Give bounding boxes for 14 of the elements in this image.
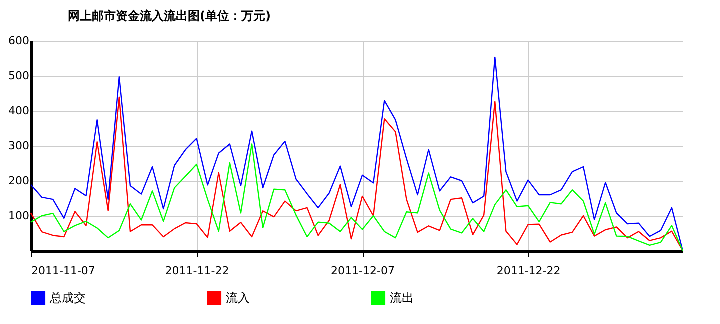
- y-tick-label: 600: [8, 34, 30, 48]
- x-tick-label: 2011-12-07: [331, 264, 395, 278]
- legend-label: 流入: [226, 290, 250, 305]
- x-tick-label: 2011-11-07: [32, 264, 96, 278]
- legend-label: 总成交: [49, 290, 86, 305]
- y-tick-label: 200: [8, 174, 30, 188]
- y-tick-label: 300: [8, 140, 30, 152]
- chart-title: 网上邮市资金流入流出图(单位：万元): [68, 9, 271, 23]
- x-tick-label: 2011-11-22: [165, 264, 230, 278]
- x-tick-label: 2011-12-22: [496, 264, 561, 278]
- legend-label: 流出: [390, 290, 414, 305]
- y-tick-label: 500: [8, 70, 30, 82]
- y-tick-label: 400: [8, 104, 30, 118]
- y-tick-label: 100: [8, 210, 30, 222]
